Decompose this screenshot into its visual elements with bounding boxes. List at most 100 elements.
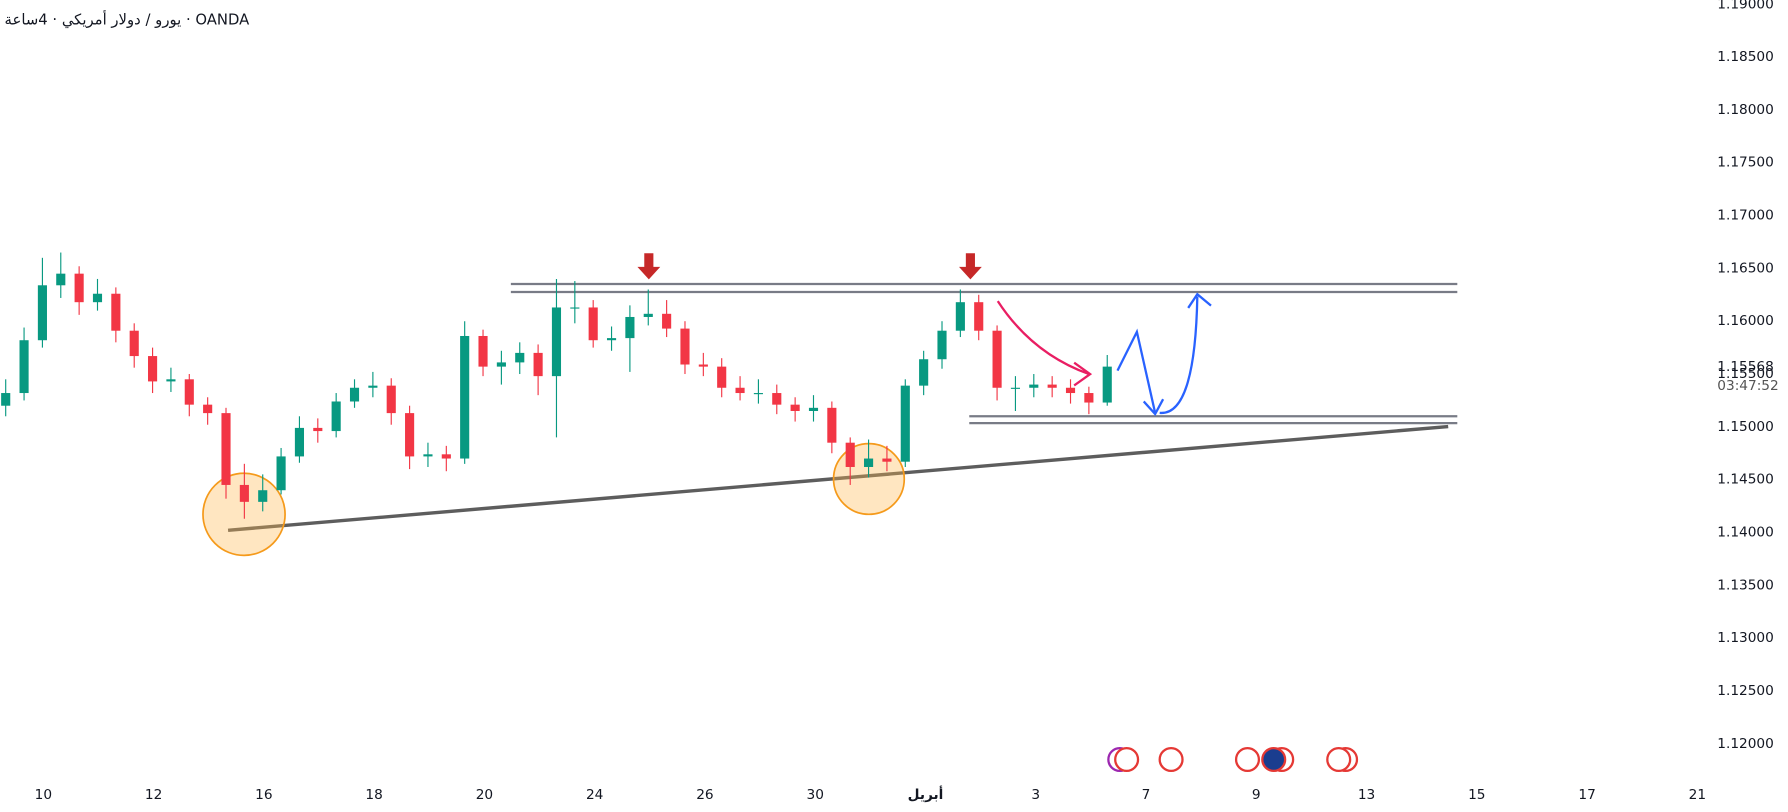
- candle-body: [974, 302, 984, 331]
- candle-body: [1047, 384, 1057, 388]
- candle-body: [753, 393, 763, 395]
- candle-body: [717, 366, 727, 388]
- x-tick-label: 30: [807, 787, 824, 803]
- candle-body: [937, 330, 947, 360]
- candle-body: [1084, 393, 1094, 403]
- candle-body: [827, 407, 837, 443]
- candle-body: [56, 273, 66, 286]
- y-tick-label: 1.12000: [1717, 736, 1774, 752]
- candle-body: [111, 293, 121, 331]
- candle-body: [239, 484, 249, 502]
- candle-body: [533, 352, 543, 377]
- candle-body: [588, 307, 598, 341]
- x-tick-label: 20: [476, 787, 493, 803]
- x-tick-label: 3: [1031, 787, 1040, 803]
- candle-body: [551, 307, 562, 377]
- x-tick-label: 26: [696, 787, 713, 803]
- x-tick-label: 18: [365, 787, 382, 803]
- candle-body: [276, 456, 286, 491]
- candle-body: [1065, 387, 1076, 394]
- x-tick-label: 9: [1252, 787, 1261, 803]
- candle-body: [166, 379, 176, 382]
- candle-body: [331, 401, 341, 432]
- candle-body: [772, 393, 782, 405]
- x-tick-label: 10: [35, 787, 52, 803]
- candle-body: [460, 335, 470, 459]
- event-icon: [1158, 746, 1184, 773]
- x-tick-label: 17: [1578, 787, 1595, 803]
- x-tick-label: 13: [1358, 787, 1375, 803]
- y-tick-label: 1.19000: [1717, 0, 1774, 12]
- candle-body: [37, 285, 47, 341]
- y-tick-label: 1.17500: [1717, 155, 1774, 171]
- x-tick-label: 7: [1142, 787, 1151, 803]
- candle-body: [643, 313, 653, 317]
- candle-body: [698, 364, 708, 367]
- y-tick-label: 1.16000: [1717, 313, 1774, 329]
- event-icons: [1107, 746, 1359, 773]
- x-tick-label: 24: [586, 787, 603, 803]
- candle-body: [955, 302, 965, 331]
- candle-body: [790, 404, 800, 411]
- candle-body: [496, 362, 506, 367]
- last-price-label: 1.15568: [1717, 359, 1774, 375]
- candle-body: [992, 330, 1002, 388]
- y-tick-label: 1.13000: [1717, 630, 1774, 646]
- y-tick-label: 1.14000: [1717, 524, 1774, 540]
- candle-body: [625, 316, 635, 339]
- candle-body: [882, 458, 892, 462]
- candle-body: [606, 338, 617, 341]
- chart-title: يورو / دولار أمريكي · 4ساعة · OANDA: [5, 10, 251, 29]
- x-tick-label: 16: [255, 787, 272, 803]
- x-tick-label: 12: [145, 787, 162, 803]
- candle-body: [221, 413, 231, 485]
- event-icon: [1326, 746, 1352, 773]
- candle-body: [808, 407, 819, 411]
- trend-line: [227, 424, 1449, 532]
- candle-body: [423, 454, 433, 457]
- countdown-label: 03:47:52: [1717, 378, 1778, 394]
- y-tick-label: 1.15000: [1717, 419, 1774, 435]
- x-tick-label: 21: [1689, 787, 1706, 803]
- candle-body: [864, 458, 874, 467]
- candle-body: [368, 385, 378, 388]
- candle-body: [349, 387, 360, 402]
- candle-body: [294, 427, 305, 457]
- x-tick-label: أبريل: [908, 785, 944, 803]
- blue-arrow: [1159, 292, 1212, 414]
- candle-body: [184, 379, 194, 405]
- pink-arrow: [996, 300, 1093, 387]
- down-arrow: [637, 253, 661, 280]
- candle-body: [148, 356, 158, 382]
- candle-body: [386, 385, 396, 414]
- candle-body: [919, 359, 929, 386]
- candle-body: [258, 490, 268, 502]
- candle-body: [1010, 387, 1021, 389]
- y-tick-label: 1.14500: [1717, 472, 1774, 488]
- candle-body: [515, 352, 525, 363]
- candle-body: [405, 413, 415, 457]
- x-tick-label: 15: [1468, 787, 1485, 803]
- y-tick-label: 1.13500: [1717, 577, 1774, 593]
- y-tick-label: 1.12500: [1717, 683, 1774, 699]
- event-icon: [1114, 746, 1140, 773]
- candle-body: [900, 385, 910, 462]
- candle-body: [845, 442, 855, 467]
- candle-body: [1, 393, 11, 406]
- y-tick-label: 1.18000: [1717, 102, 1774, 118]
- candle-body: [441, 454, 451, 459]
- candle-body: [129, 330, 139, 357]
- candle-body: [313, 427, 323, 432]
- candle-body: [735, 387, 745, 394]
- candle-body: [680, 328, 690, 365]
- y-tick-label: 1.16500: [1717, 260, 1774, 276]
- event-icon: [1234, 746, 1261, 773]
- candle-body: [92, 293, 103, 303]
- candle-body: [74, 273, 84, 303]
- event-icon: [1261, 746, 1287, 773]
- down-arrow: [958, 253, 982, 280]
- y-tick-label: 1.18500: [1717, 49, 1774, 65]
- candle-body: [570, 307, 580, 309]
- y-tick-label: 1.15500: [1717, 366, 1774, 382]
